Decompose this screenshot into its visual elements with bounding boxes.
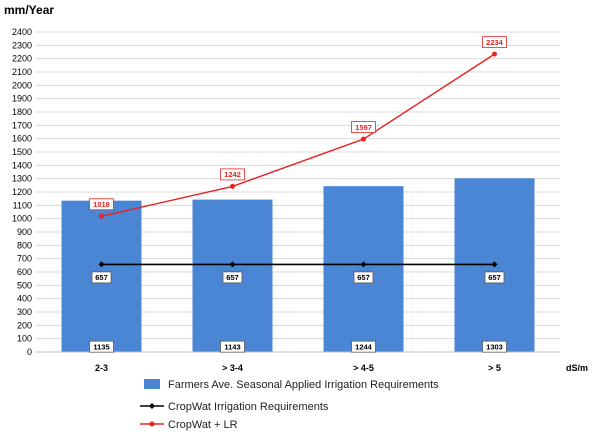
data-label: 1303: [486, 342, 503, 351]
data-label: 1018: [93, 200, 110, 209]
diamond-marker: [360, 261, 367, 268]
data-label-box: [482, 340, 507, 353]
data-label: 1244: [355, 342, 373, 351]
y-tick-label: 1800: [12, 107, 32, 117]
data-label-box: [484, 271, 505, 284]
circle-marker: [99, 213, 104, 219]
diamond-marker: [491, 261, 498, 268]
x-tick-label: > 5: [488, 363, 501, 373]
data-label: 1242: [224, 170, 241, 179]
line-value-label: 2234: [482, 36, 507, 49]
x-tick-label: 2-3: [95, 363, 108, 373]
x-axis-ticks: 2-3 > 3-4 > 4-5 > 5: [95, 363, 501, 373]
y-tick-label: 300: [17, 307, 32, 317]
legend-entry-label: Farmers Ave. Seasonal Applied Irrigation…: [168, 379, 439, 391]
y-tick-label: 1700: [12, 120, 32, 130]
y-axis-unit-label: mm/Year: [4, 3, 54, 17]
y-tick-label: 600: [17, 267, 32, 277]
data-label-box: [351, 121, 376, 133]
legend-swatch-bar: [144, 379, 160, 389]
y-tick-label: 1100: [13, 200, 32, 210]
data-label: 1135: [93, 342, 109, 351]
series-line: [101, 53, 495, 217]
y-tick-label: 2100: [12, 67, 32, 77]
x-tick-label: > 3-4: [222, 363, 243, 373]
x-axis-unit-label: dS/m: [566, 363, 588, 373]
legend-entry-label: CropWat + LR: [168, 419, 238, 431]
circle-marker: [230, 183, 235, 189]
data-label: 657: [488, 273, 501, 282]
data-label: 657: [226, 273, 239, 282]
y-tick-label: 1300: [12, 174, 32, 184]
bar-value-label: 1303: [482, 340, 507, 353]
data-label-box: [222, 271, 243, 284]
data-label-box: [89, 198, 114, 211]
legend-entry-label: CropWat Irrigation Requirements: [168, 401, 329, 413]
y-tick-label: 500: [17, 280, 32, 290]
data-label: 2234: [486, 38, 504, 47]
y-tick-label: 2400: [12, 27, 32, 37]
data-label-box: [351, 340, 376, 353]
y-tick-label: 1000: [12, 214, 32, 224]
y-tick-label: 100: [17, 334, 32, 344]
data-labels: 1135 1143 1244 1303 657 657 657 657 1018 1242 1597…: [89, 36, 507, 353]
bar: [323, 186, 404, 352]
bar-value-label: 1135: [89, 340, 114, 353]
bar-value-label: 1244: [351, 340, 376, 353]
data-label-box: [482, 36, 507, 49]
line-value-label: 1018: [89, 198, 114, 211]
y-tick-label: 2000: [12, 80, 32, 90]
y-tick-label: 2300: [12, 40, 32, 50]
y-tick-label: 400: [17, 294, 32, 304]
legend: Farmers Ave. Seasonal Applied Irrigation…: [140, 379, 439, 431]
y-tick-label: 1900: [12, 94, 32, 104]
y-tick-label: 0: [27, 347, 32, 357]
bar-value-label: 1143: [220, 340, 245, 353]
data-label-box: [353, 271, 374, 284]
y-axis-ticks: 0 100 200 300 400 500 600 700 800 900 1000 1100 1200…: [12, 27, 32, 357]
diamond-marker: [98, 261, 105, 268]
data-label-box: [220, 340, 245, 353]
line-value-label: 657: [353, 271, 374, 284]
line-value-label: 1597: [351, 121, 376, 133]
x-tick-label: > 4-5: [353, 363, 374, 373]
y-tick-label: 900: [17, 227, 32, 237]
y-tick-label: 700: [17, 254, 32, 264]
y-tick-label: 1200: [12, 187, 32, 197]
legend-diamond-marker: [149, 403, 155, 409]
data-label-box: [89, 340, 114, 353]
line-value-label: 1242: [220, 168, 245, 181]
data-label-box: [91, 271, 112, 284]
line-value-label: 657: [91, 271, 112, 284]
y-tick-label: 1400: [12, 160, 32, 170]
y-tick-label: 200: [17, 320, 32, 330]
data-label: 1597: [355, 123, 372, 132]
y-tick-label: 1600: [12, 134, 32, 144]
line-value-label: 657: [484, 271, 505, 284]
circle-marker: [492, 51, 497, 57]
circle-marker: [361, 136, 366, 142]
data-label: 1143: [224, 342, 240, 351]
line-series: [98, 51, 498, 268]
data-label-box: [220, 168, 245, 181]
diamond-marker: [229, 261, 236, 268]
data-label: 657: [95, 273, 108, 282]
line-value-label: 657: [222, 271, 243, 284]
legend-circle-marker: [149, 421, 155, 427]
y-tick-label: 800: [17, 240, 32, 250]
y-tick-label: 2200: [12, 54, 32, 64]
y-tick-label: 1500: [12, 147, 32, 157]
data-label: 657: [357, 273, 370, 282]
